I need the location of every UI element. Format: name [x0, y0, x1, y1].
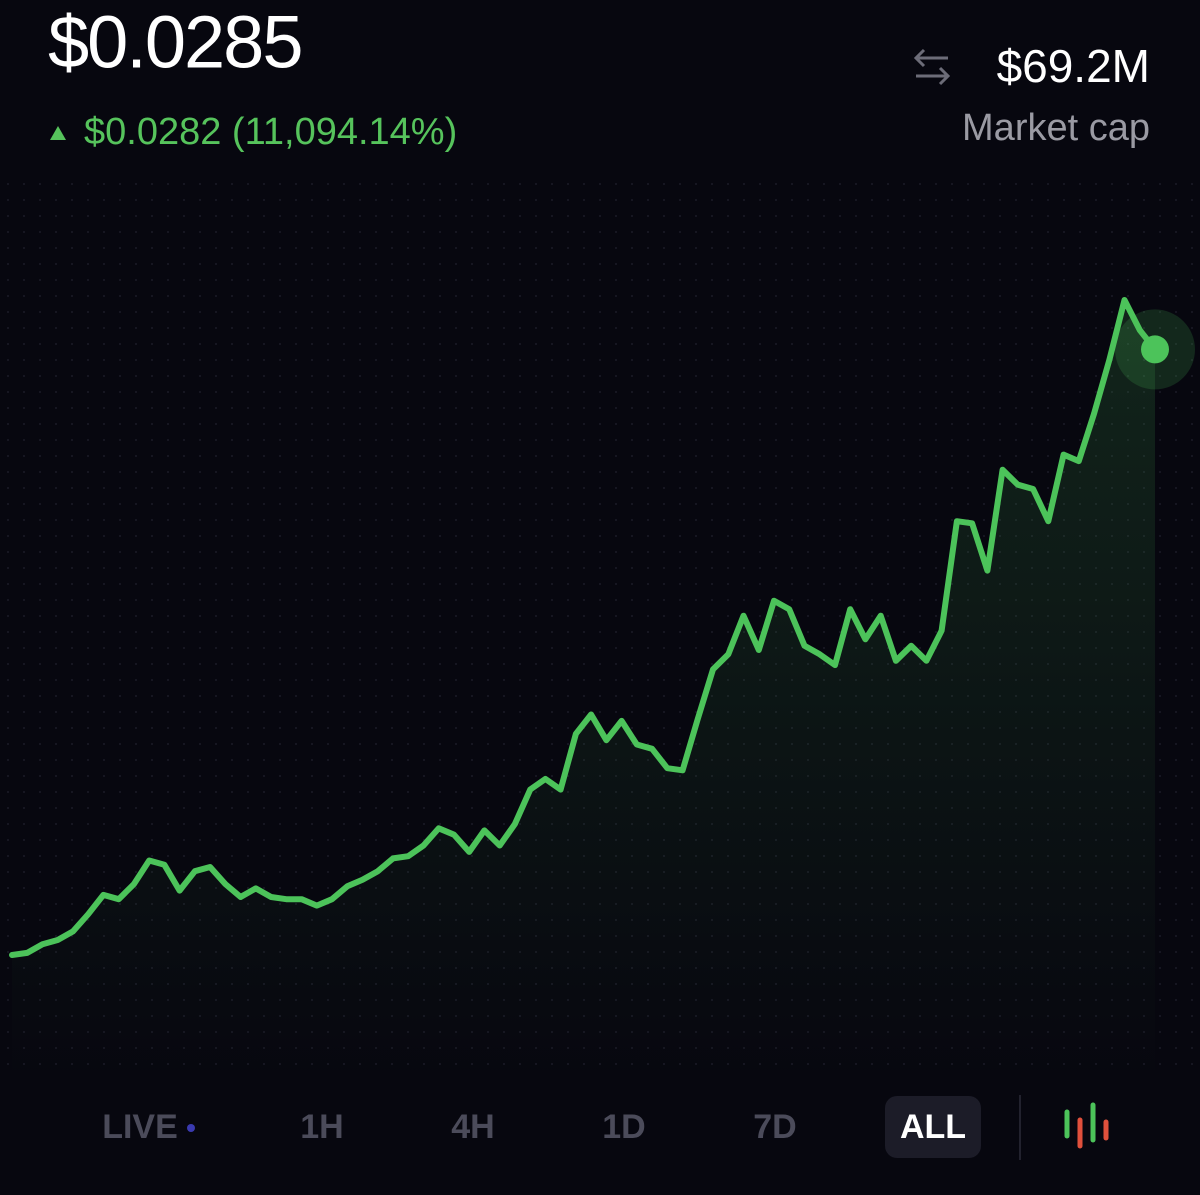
area-fill: [12, 300, 1155, 1080]
chart: [9, 297, 1195, 1080]
time-tab[interactable]: 1D: [602, 1108, 645, 1146]
candle-icon[interactable]: [1064, 1102, 1109, 1149]
price-change: $0.0282 (11,094.14%): [84, 111, 457, 153]
price-line: [9, 297, 1158, 958]
time-tab[interactable]: 7D: [753, 1108, 796, 1146]
market-cap-value: $69.2M: [997, 40, 1150, 92]
live-dot: [187, 1124, 195, 1132]
time-tab[interactable]: 4H: [451, 1108, 494, 1146]
time-tab[interactable]: ALL: [900, 1108, 966, 1146]
up-arrow: [50, 126, 66, 140]
tab-highlight: [885, 1096, 981, 1158]
market-cap-label: Market cap: [962, 107, 1150, 149]
time-tab[interactable]: 1H: [300, 1108, 343, 1146]
swap-icon[interactable]: [913, 48, 951, 86]
time-tab[interactable]: LIVE: [102, 1108, 178, 1146]
price: $0.0285: [48, 1, 302, 84]
tab-bar: LIVE 1H 4H 1D 7D ALL: [102, 1108, 966, 1146]
current-point: [1141, 335, 1169, 364]
